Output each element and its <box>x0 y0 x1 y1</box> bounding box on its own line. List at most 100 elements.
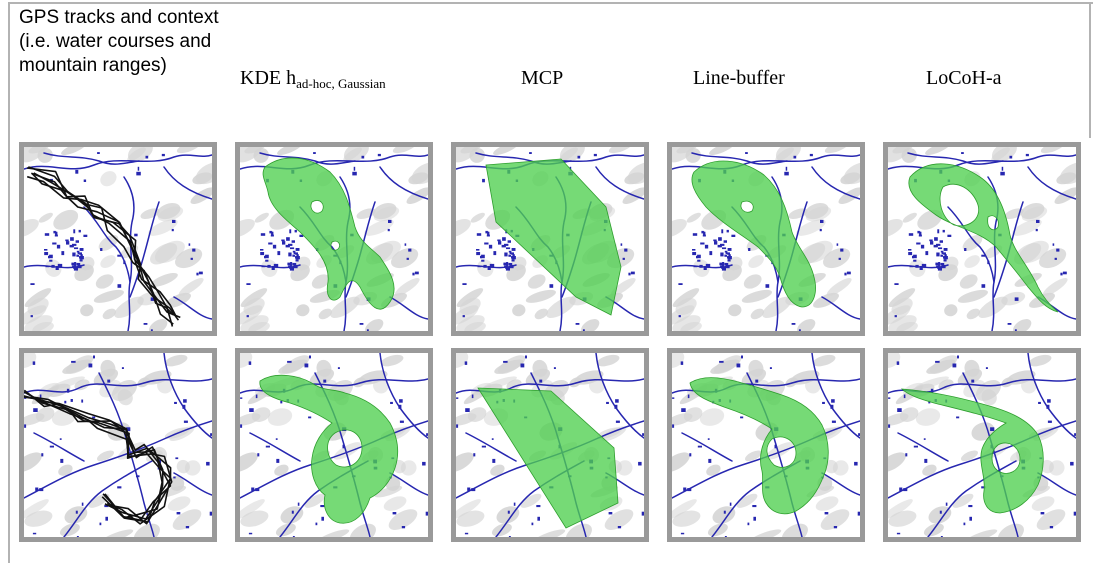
water-course <box>163 166 212 200</box>
mountain-shading <box>1059 162 1076 185</box>
water-body <box>248 361 252 365</box>
water-body <box>255 394 258 399</box>
mountain-shading <box>709 147 735 155</box>
water-body <box>504 243 509 246</box>
water-body <box>912 255 914 259</box>
water-body <box>81 399 84 403</box>
water-body <box>121 367 124 369</box>
water-body <box>831 399 835 403</box>
home-range-polygon <box>689 377 829 515</box>
water-body <box>1049 526 1054 529</box>
mountain-shading <box>46 383 71 397</box>
mountain-shading <box>45 259 62 277</box>
water-body <box>1007 323 1012 325</box>
water-body <box>943 252 946 255</box>
water-body <box>76 536 79 537</box>
water-body <box>990 427 995 431</box>
mountain-shading <box>826 277 852 296</box>
water-body <box>937 229 940 234</box>
mountain-shading <box>672 219 687 238</box>
mountain-shading <box>383 496 407 511</box>
water-body <box>492 458 496 463</box>
water-body <box>720 243 725 246</box>
water-body <box>728 254 731 257</box>
water-body <box>105 516 108 521</box>
water-body <box>92 416 96 419</box>
water-body <box>55 266 59 270</box>
mountain-shading <box>316 359 332 377</box>
water-body <box>64 400 67 404</box>
mountain-shading <box>498 355 526 374</box>
water-body <box>503 360 508 363</box>
mountain-shading <box>469 147 485 163</box>
water-body <box>185 526 190 529</box>
water-body <box>512 256 516 260</box>
water-body <box>608 512 613 515</box>
water-body <box>854 461 858 466</box>
water-body <box>615 399 619 403</box>
water-body <box>49 259 53 262</box>
home-range-polygon <box>259 374 399 524</box>
water-body <box>291 240 295 243</box>
mountain-shading <box>728 304 742 317</box>
water-body <box>265 445 270 448</box>
water-body <box>24 397 27 399</box>
water-body <box>981 486 986 489</box>
mountain-shading <box>58 464 73 476</box>
header-kde: KDE had-hoc, Gaussian <box>240 66 386 96</box>
water-body <box>937 266 942 271</box>
mountain-shading <box>100 255 116 269</box>
panel-row1-line-buffer <box>667 142 865 336</box>
mountain-shading <box>534 308 548 320</box>
mountain-shading <box>672 452 690 473</box>
water-body <box>725 251 728 254</box>
mountain-shading <box>962 234 983 251</box>
water-body <box>136 171 141 176</box>
water-body <box>678 283 683 285</box>
locoh-range-map <box>888 147 1076 331</box>
mountain-shading <box>943 256 959 271</box>
mountain-shading <box>150 272 178 287</box>
water-body <box>462 283 467 285</box>
water-body <box>838 257 841 260</box>
water-body <box>137 166 140 171</box>
water-body <box>933 244 938 248</box>
mountain-shading <box>925 147 951 155</box>
mountain-shading <box>743 274 762 289</box>
mountain-shading <box>456 219 471 238</box>
water-body <box>908 249 912 251</box>
water-body <box>75 169 79 174</box>
water-body <box>736 363 741 368</box>
mountain-shading <box>79 256 95 271</box>
water-body <box>456 397 459 399</box>
mountain-shading <box>456 315 485 331</box>
water-body <box>508 262 513 266</box>
water-body <box>936 265 940 268</box>
mountain-shading <box>24 288 52 308</box>
water-body <box>288 265 292 268</box>
water-body <box>309 355 311 359</box>
gps-track-line <box>24 389 163 520</box>
water-body <box>422 461 426 466</box>
water-body <box>491 438 494 440</box>
water-body <box>725 264 730 269</box>
mountain-shading <box>506 379 522 391</box>
water-body <box>529 152 532 154</box>
header-mcp: MCP <box>521 67 564 89</box>
water-body <box>713 239 717 242</box>
water-course <box>379 166 428 200</box>
water-body <box>49 445 54 448</box>
water-body <box>939 510 942 514</box>
mountain-shading <box>24 315 53 331</box>
mountain-shading <box>781 523 808 537</box>
mountain-shading <box>456 305 479 325</box>
mountain-shading <box>748 255 764 269</box>
water-body <box>292 262 297 266</box>
water-body <box>480 255 482 259</box>
water-course <box>33 432 85 462</box>
water-body <box>150 297 155 301</box>
mountain-shading <box>64 506 88 524</box>
mountain-shading <box>944 304 958 317</box>
water-body <box>240 397 243 399</box>
water-body <box>943 256 946 259</box>
